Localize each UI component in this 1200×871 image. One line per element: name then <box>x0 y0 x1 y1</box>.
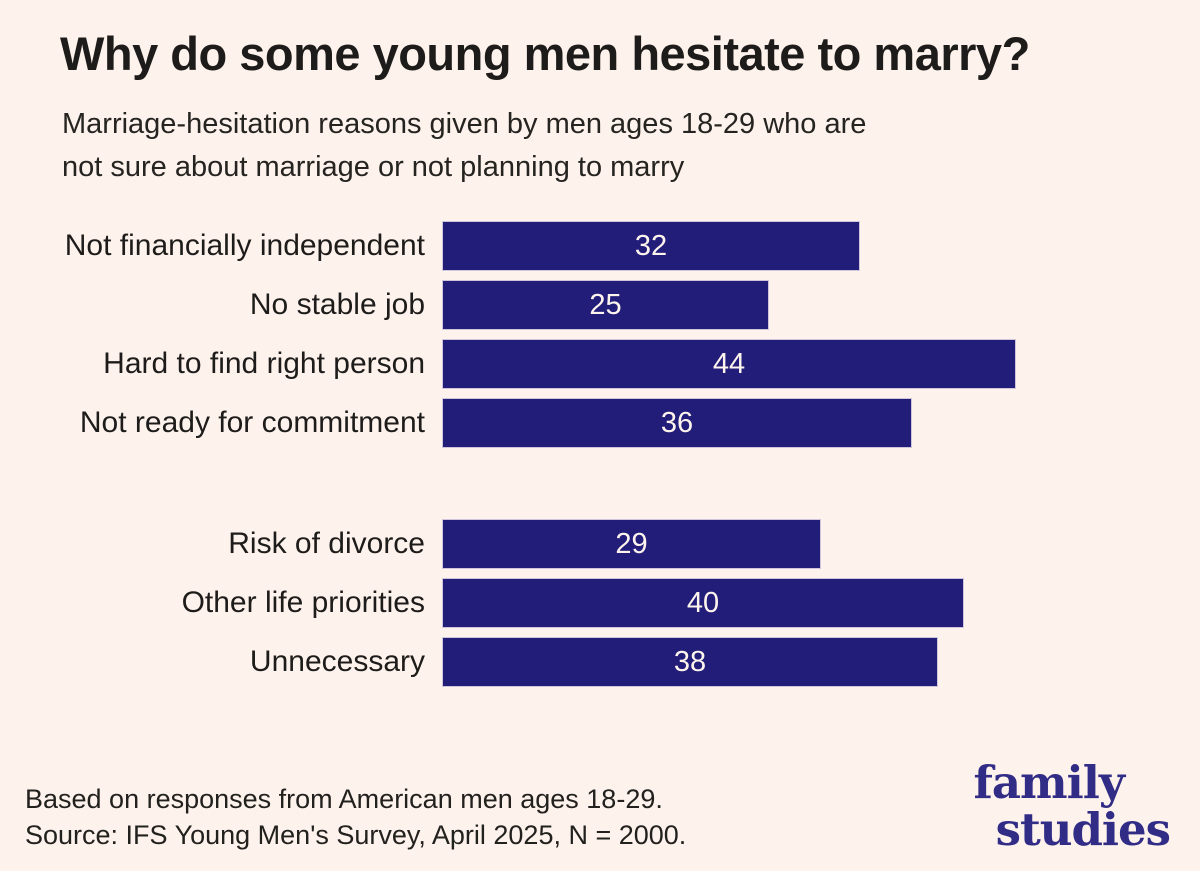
bar-label: Other life priorities <box>181 586 425 619</box>
bar-row: Not ready for commitment 36 <box>0 399 1200 447</box>
family-studies-logo: family studies <box>973 756 1171 856</box>
bar-track: 29 <box>443 520 1200 568</box>
bar-row: Unnecessary 38 <box>0 638 1200 686</box>
bar-row: Not financially independent 32 <box>0 222 1200 270</box>
bar-track: 32 <box>443 222 1200 270</box>
bar-value-label: 25 <box>589 289 622 321</box>
logo-word-family: family <box>973 756 1125 809</box>
chart-subtitle-line1: Marriage-hesitation reasons given by men… <box>62 108 867 140</box>
bar-row: Hard to find right person 44 <box>0 340 1200 388</box>
source-note-line2: Source: IFS Young Men's Survey, April 20… <box>25 820 687 850</box>
bar: 29 <box>443 520 820 568</box>
bar-value-label: 36 <box>660 407 694 439</box>
bar: 32 <box>443 222 859 270</box>
bar-chart: Not financially independent 32 No stable j… <box>0 222 1200 686</box>
bar-track: 36 <box>443 399 1200 447</box>
bar-row: No stable job 25 <box>0 281 1200 329</box>
bar: 40 <box>443 579 963 627</box>
bar-track: 44 <box>443 340 1200 388</box>
bar-track: 25 <box>443 281 1200 329</box>
chart-subtitle: Marriage-hesitation reasons given by men… <box>62 103 1160 189</box>
bar-row: Other life priorities 40 <box>0 579 1200 627</box>
source-note-line1: Based on responses from American men age… <box>25 784 663 814</box>
bar: 36 <box>443 399 911 447</box>
bar-label: Unnecessary <box>249 645 425 678</box>
footer: Based on responses from American men age… <box>25 756 1171 856</box>
logo-word-studies: studies <box>995 803 1171 856</box>
group-gap <box>0 458 1200 520</box>
chart-subtitle-line2: not sure about marriage or not planning … <box>62 151 685 183</box>
bar-track: 38 <box>443 638 1200 686</box>
bar-label: Not financially independent <box>64 229 425 262</box>
bar-value-label: 29 <box>615 528 648 560</box>
bar-label: Hard to find right person <box>103 347 425 380</box>
bar-value-label: 40 <box>686 587 720 619</box>
bar-label: Not ready for commitment <box>79 406 425 439</box>
bar: 38 <box>443 638 937 686</box>
bar-label: No stable job <box>249 288 425 321</box>
bar-label: Risk of divorce <box>228 527 425 560</box>
source-notes: Based on responses from American men age… <box>25 781 686 853</box>
bar: 44 <box>443 340 1015 388</box>
bar-value-label: 38 <box>673 646 707 678</box>
infographic-canvas: Why do some young men hesitate to marry?… <box>0 27 1200 871</box>
bar-track: 40 <box>443 579 1200 627</box>
chart-title: Why do some young men hesitate to marry? <box>60 27 1030 80</box>
bar-value-label: 44 <box>712 348 746 380</box>
bar-value-label: 32 <box>634 230 668 262</box>
bar: 25 <box>443 281 768 329</box>
bar-row: Risk of divorce 29 <box>0 520 1200 568</box>
